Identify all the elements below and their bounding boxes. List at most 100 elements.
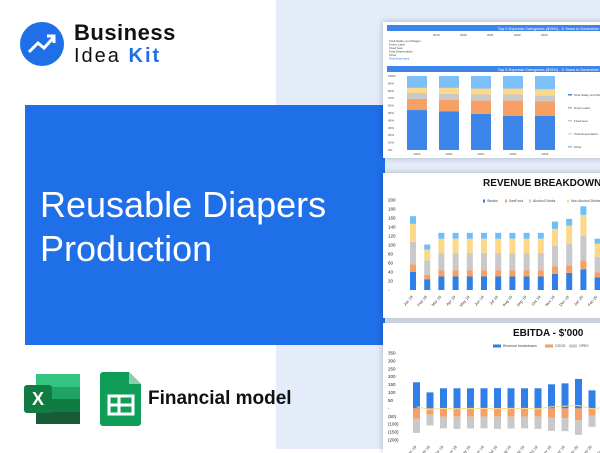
x-tick-label: Jan 19 bbox=[406, 444, 418, 453]
legend-swatch bbox=[568, 120, 572, 122]
bar-segment bbox=[562, 408, 569, 418]
legend-label: Other bbox=[574, 145, 582, 149]
bar-segment bbox=[410, 264, 416, 272]
bar-segment bbox=[521, 417, 528, 429]
x-tick-label: 2020 bbox=[446, 152, 453, 156]
chart-title: EBITDA - $'000 bbox=[513, 328, 584, 339]
y-tick-label: (100) bbox=[388, 422, 399, 427]
x-tick-label: 2021 bbox=[478, 152, 485, 156]
table-year: 2021 bbox=[487, 33, 494, 37]
bar-segment bbox=[410, 272, 416, 290]
bar-segment bbox=[503, 89, 523, 95]
bar-segment bbox=[508, 417, 515, 429]
y-tick-label: 140 bbox=[388, 225, 396, 230]
bar-segment bbox=[481, 239, 487, 253]
legend-swatch bbox=[493, 345, 501, 348]
bar-segment bbox=[509, 253, 515, 270]
x-tick-label: Jun 19 bbox=[473, 294, 485, 307]
x-tick-label: Sep 19 bbox=[515, 294, 527, 308]
legend-label: COGS bbox=[555, 344, 566, 348]
bar-segment bbox=[438, 233, 444, 239]
bar-segment bbox=[566, 226, 572, 244]
bar-segment bbox=[494, 388, 501, 408]
bar-segment bbox=[580, 206, 586, 215]
bar-segment bbox=[508, 408, 515, 416]
bar-segment bbox=[453, 277, 459, 291]
legend-swatch bbox=[545, 345, 553, 348]
x-tick-label: Sep 19 bbox=[513, 444, 525, 453]
bar-segment bbox=[424, 279, 430, 290]
hero-title-line2: Production bbox=[40, 227, 326, 271]
legend-swatch bbox=[529, 200, 531, 203]
x-tick-label: Feb 19 bbox=[419, 444, 431, 453]
bar-segment bbox=[580, 215, 586, 236]
bar-segment bbox=[407, 88, 427, 93]
trend-arrow-icon bbox=[20, 22, 64, 66]
bar-segment bbox=[580, 269, 586, 290]
brand-logo: Business Idea Kit bbox=[20, 22, 176, 66]
bar-segment bbox=[440, 408, 447, 416]
bar-segment bbox=[503, 116, 523, 150]
y-tick-label: 10% bbox=[388, 141, 394, 145]
bar-segment bbox=[467, 388, 474, 408]
bar-segment bbox=[467, 253, 473, 270]
y-tick-label: 180 bbox=[388, 207, 396, 212]
google-sheets-icon bbox=[100, 372, 142, 431]
bar-segment bbox=[521, 388, 528, 408]
y-tick-label: 160 bbox=[388, 216, 396, 221]
x-tick-label: Jan 19 bbox=[402, 294, 414, 307]
x-tick-label: Feb 20 bbox=[587, 294, 599, 307]
y-tick-label: 100 bbox=[388, 390, 396, 395]
y-tick-label: 20 bbox=[388, 279, 394, 284]
bar-segment bbox=[439, 88, 459, 94]
y-tick-label: 30% bbox=[388, 126, 394, 130]
bar-segment bbox=[589, 408, 596, 415]
chart-title: REVENUE BREAKDOWN - $'000 bbox=[483, 178, 600, 189]
y-tick-label: 200 bbox=[388, 374, 396, 379]
x-tick-label: Jul 19 bbox=[488, 444, 499, 453]
bar-segment bbox=[471, 89, 491, 95]
hero-title: Reusable Diapers Production bbox=[40, 183, 326, 271]
bar-segment bbox=[503, 76, 523, 89]
y-tick-label: 20% bbox=[388, 133, 394, 137]
bar-segment bbox=[467, 270, 473, 276]
legend-label: SeaFood bbox=[509, 199, 523, 203]
x-tick-label: Aug 19 bbox=[501, 294, 513, 308]
bar-segment bbox=[471, 100, 491, 113]
bar-segment bbox=[438, 270, 444, 276]
y-tick-label: 350 bbox=[388, 351, 396, 356]
y-tick-label: - bbox=[388, 406, 390, 411]
bar-segment bbox=[413, 382, 420, 408]
bar-segment bbox=[575, 408, 582, 420]
bar-segment bbox=[521, 408, 528, 416]
bar-segment bbox=[589, 390, 596, 408]
table-row-label: Total Expenses bbox=[389, 57, 410, 61]
bar-segment bbox=[439, 76, 459, 88]
bar-segment bbox=[562, 383, 569, 408]
bar-segment bbox=[467, 239, 473, 253]
y-tick-label: (150) bbox=[388, 430, 399, 435]
bar-segment bbox=[495, 253, 501, 270]
y-tick-label: 60 bbox=[388, 261, 394, 266]
bar-segment bbox=[509, 239, 515, 253]
bar-segment bbox=[481, 233, 487, 239]
bar-segment bbox=[481, 253, 487, 270]
bar-segment bbox=[453, 233, 459, 239]
x-tick-label: May 19 bbox=[458, 294, 471, 308]
bar-segment bbox=[566, 244, 572, 266]
y-tick-label: 250 bbox=[388, 366, 396, 371]
x-tick-label: Aug 19 bbox=[500, 444, 512, 453]
bar-segment bbox=[538, 233, 544, 239]
bar-segment bbox=[481, 417, 488, 429]
bar-segment bbox=[424, 250, 430, 261]
bar-segment bbox=[535, 408, 542, 416]
y-tick-label: (200) bbox=[388, 438, 399, 443]
y-tick-label: 60% bbox=[388, 104, 394, 108]
y-tick-label: 50 bbox=[388, 398, 394, 403]
bar-segment bbox=[535, 116, 555, 150]
x-tick-label: Jan 20 bbox=[568, 444, 580, 453]
bar-segment bbox=[535, 95, 555, 101]
bar-segment bbox=[538, 270, 544, 276]
bar-segment bbox=[495, 239, 501, 253]
bar-segment bbox=[575, 379, 582, 408]
